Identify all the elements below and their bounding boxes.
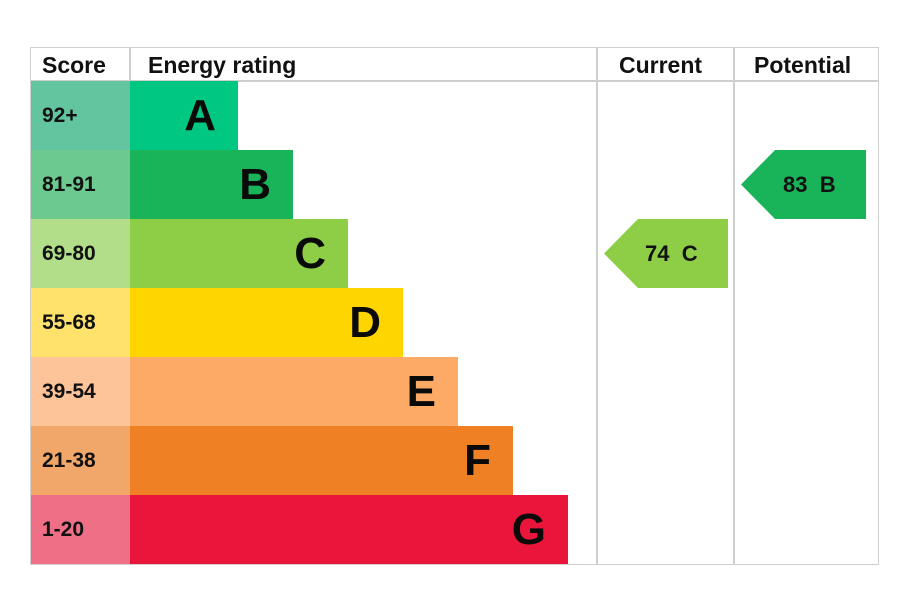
score-range-a: 92+ (31, 81, 130, 150)
rating-bar-f: F (130, 426, 513, 495)
current-arrow-shape (604, 219, 728, 288)
score-range-d: 55-68 (31, 288, 130, 357)
rating-letter: E (406, 367, 436, 416)
potential-arrow-shape (741, 150, 866, 219)
current-rating-label: 74 C (645, 241, 698, 266)
header-energy-rating: Energy rating (148, 52, 297, 78)
rating-letter: B (239, 160, 271, 209)
rating-bar-e: E (130, 357, 458, 426)
column-divider-rating (596, 47, 598, 565)
score-range-f: 21-38 (31, 426, 130, 495)
potential-rating-label: 83 B (783, 172, 836, 197)
rating-letter: A (184, 91, 216, 140)
rating-bar-d: D (130, 288, 403, 357)
column-divider-current (733, 47, 735, 565)
rating-letter: D (349, 298, 381, 347)
header-score: Score (42, 52, 106, 78)
rating-letter: C (294, 229, 326, 278)
rating-bar-a: A (130, 81, 238, 150)
score-range-e: 39-54 (31, 357, 130, 426)
current-rating-arrow: 74 C (604, 219, 728, 288)
rating-letter: F (464, 436, 491, 485)
header-potential: Potential (754, 52, 852, 78)
score-range-b: 81-91 (31, 150, 130, 219)
score-range-c: 69-80 (31, 219, 130, 288)
rating-letter: G (511, 505, 546, 554)
header-current: Current (619, 52, 703, 78)
score-range-g: 1-20 (31, 495, 130, 564)
rating-bar-g: G (130, 495, 568, 564)
header-divider (30, 80, 879, 82)
potential-rating-arrow: 83 B (741, 150, 866, 219)
rating-bar-c: C (130, 219, 348, 288)
table-frame (30, 47, 879, 565)
rating-bar-b: B (130, 150, 293, 219)
